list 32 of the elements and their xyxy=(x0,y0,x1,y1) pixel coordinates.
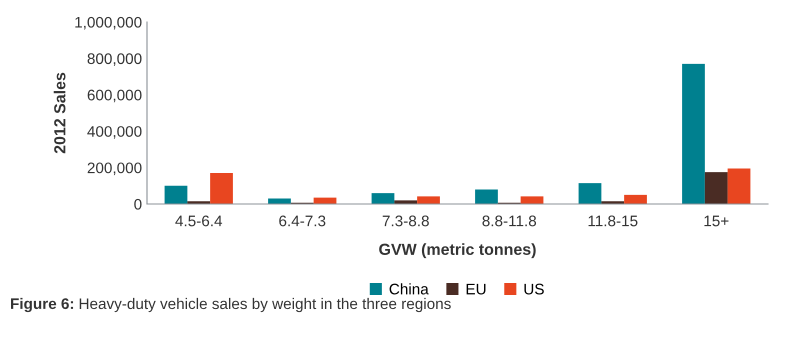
y-tick-label: 400,000 xyxy=(87,126,142,139)
bar xyxy=(682,64,705,204)
legend-label: EU xyxy=(466,284,486,294)
bar xyxy=(210,173,233,204)
bar xyxy=(314,198,336,204)
x-tick-label: 4.5-6.4 xyxy=(175,216,222,226)
bar xyxy=(704,172,728,204)
bar xyxy=(164,186,188,204)
bar xyxy=(578,183,602,204)
bar xyxy=(728,168,750,204)
caption: Figure 6: xyxy=(11,298,74,312)
bar xyxy=(417,196,440,204)
x-tick-label: 6.4-7.3 xyxy=(279,216,326,226)
y-tick-label: 800,000 xyxy=(88,53,142,66)
bar xyxy=(624,194,647,204)
x-tick-label: 15+ xyxy=(704,216,728,226)
bar xyxy=(372,193,394,204)
bar xyxy=(475,189,498,204)
x-tick-label: 8.8-11.8 xyxy=(482,216,536,226)
y-tick-label: 0 xyxy=(134,198,142,210)
y-tick-label: 200,000 xyxy=(88,162,142,176)
legend-label: US xyxy=(524,284,544,294)
legend-label: China xyxy=(390,283,429,294)
x-axis-title: GVW (metric tonnes) xyxy=(379,243,536,258)
y-tick-label: 1,000,000 xyxy=(75,16,142,30)
y-tick-label: 600,000 xyxy=(88,90,142,102)
x-tick-label: 11.8-15 xyxy=(588,216,638,226)
text: Heavy-duty vehicle sales by weight in the three regions xyxy=(80,298,451,312)
x-tick-label: 7.3-8.8 xyxy=(382,216,429,226)
y-axis-title: 2012 Sales xyxy=(54,72,66,154)
bar xyxy=(520,196,544,204)
bar xyxy=(268,198,291,204)
